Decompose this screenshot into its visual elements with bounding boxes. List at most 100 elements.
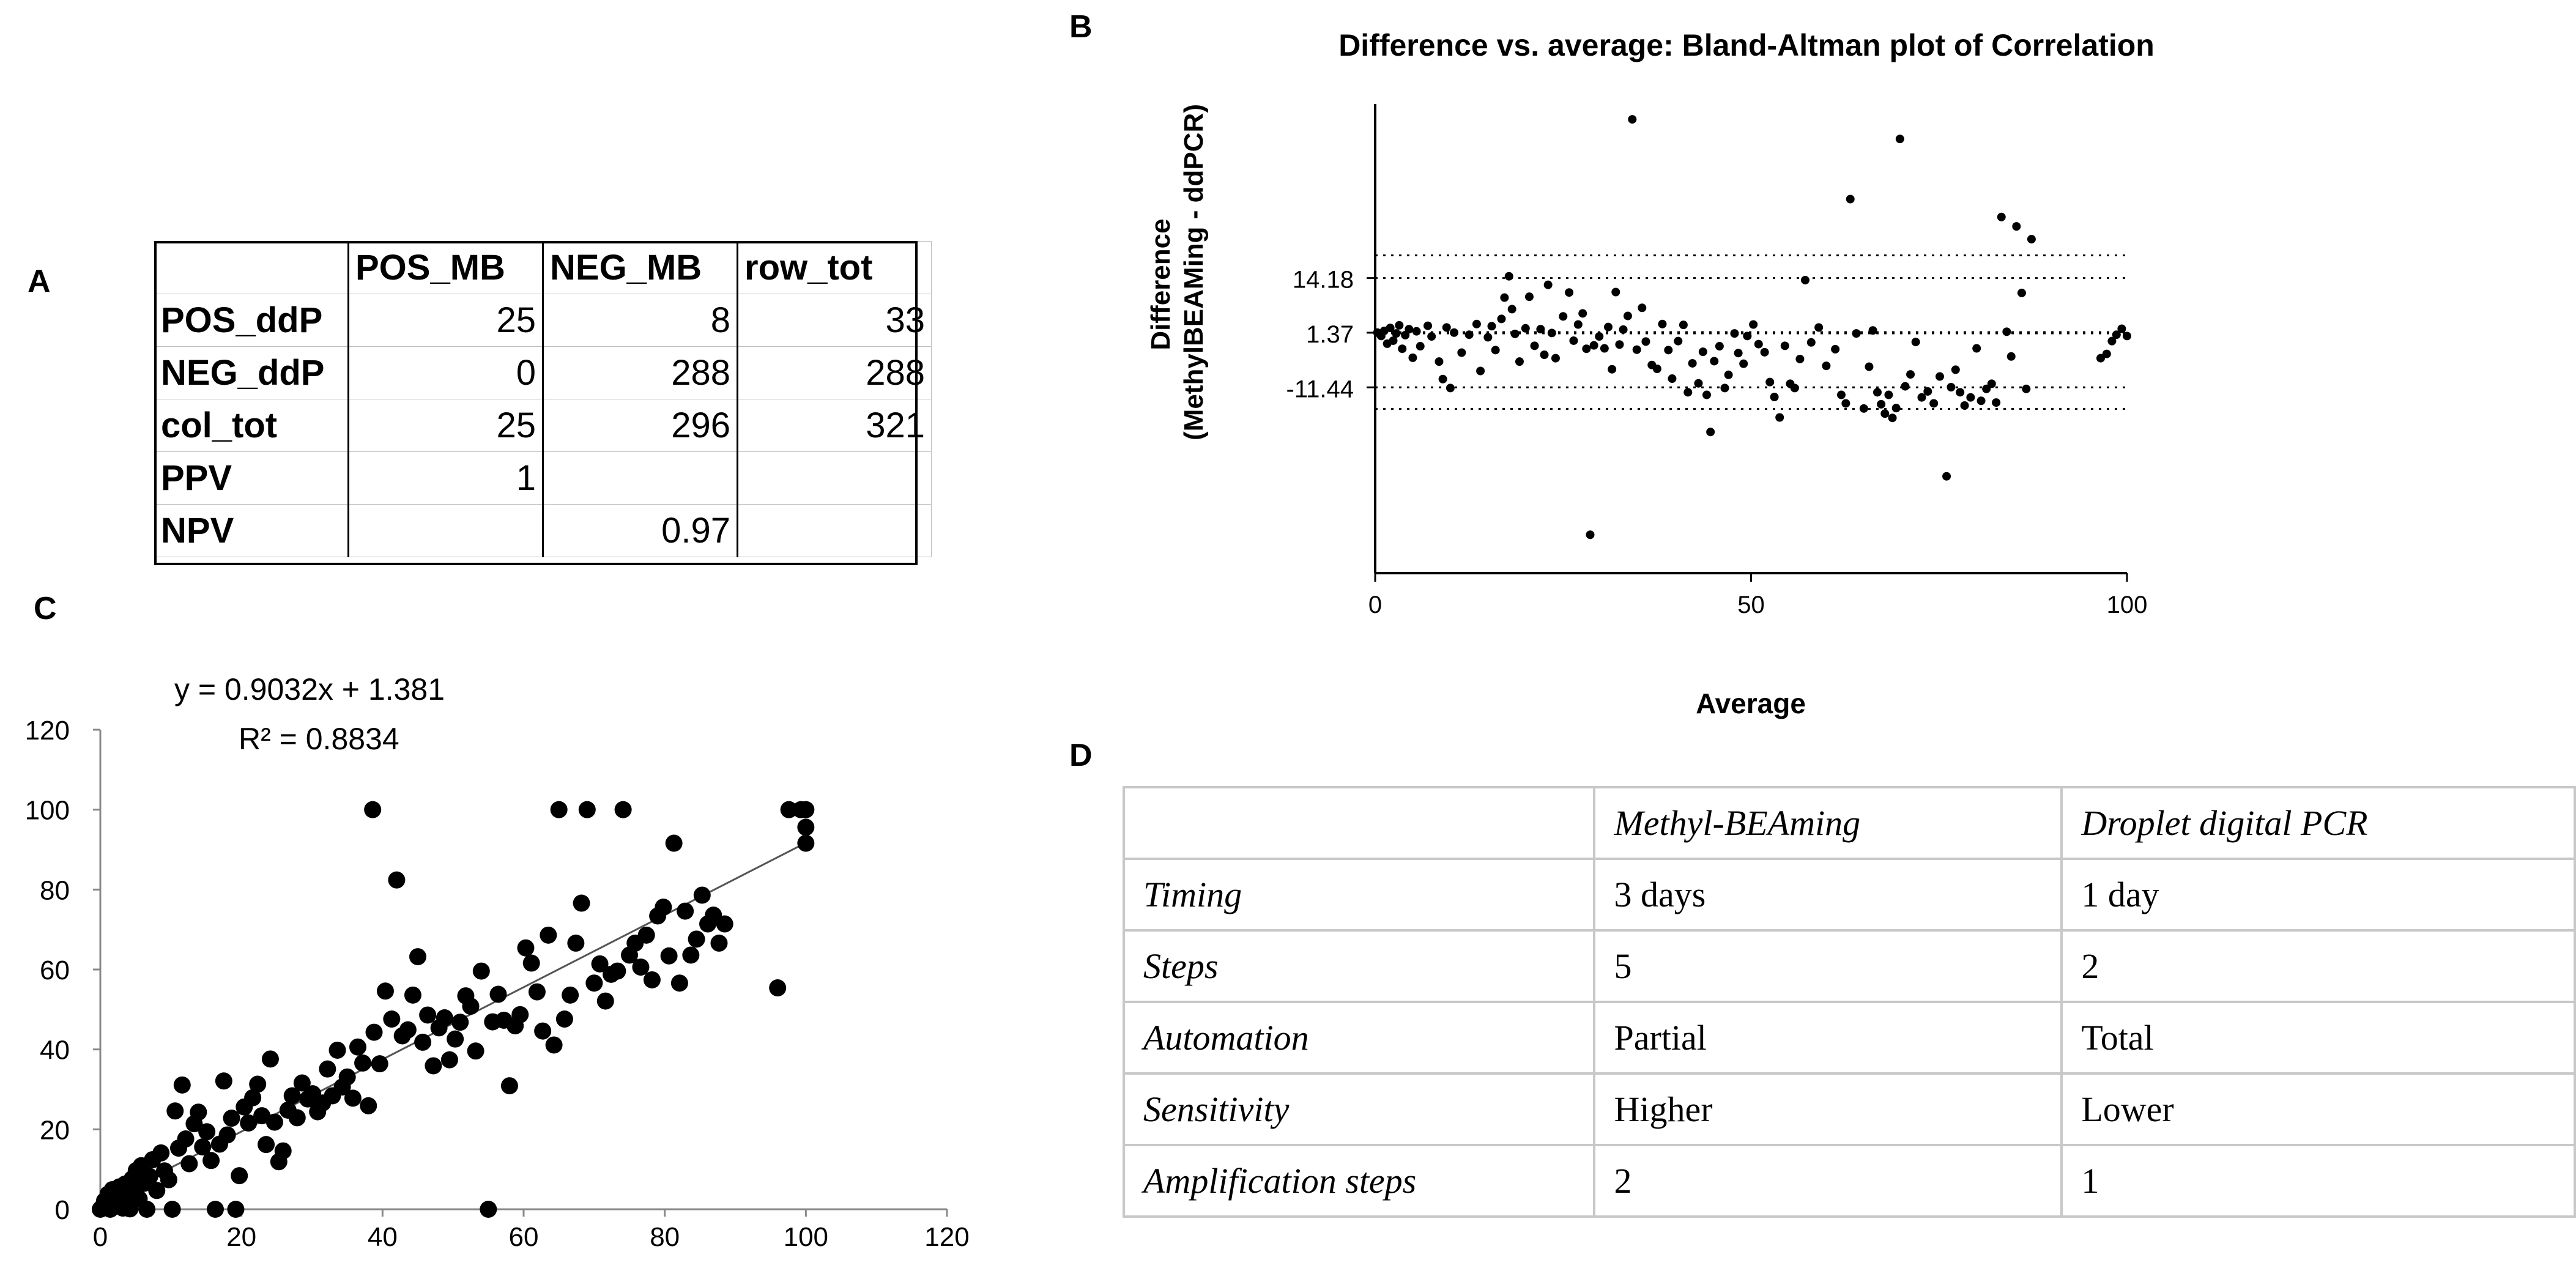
data-point [409, 948, 426, 966]
data-point [141, 1168, 158, 1185]
data-point [383, 1010, 401, 1028]
data-point [1578, 309, 1587, 318]
data-point [780, 801, 798, 818]
data-point [163, 1201, 181, 1218]
data-point [419, 1006, 437, 1024]
y-tick-label: 20 [40, 1115, 70, 1145]
x-tick-label: 50 [1737, 591, 1765, 618]
data-point [1814, 323, 1824, 332]
data-point [1438, 374, 1447, 384]
data-point [180, 1155, 198, 1173]
data-point [1510, 329, 1520, 338]
table-header-cell: Methyl-BEAming [1593, 786, 2063, 860]
x-tick-label: 0 [93, 1222, 108, 1252]
data-point [1800, 275, 1810, 284]
table-row: Timing 3 days 1 day [1122, 858, 2576, 932]
data-point [414, 1033, 432, 1051]
x-tick-label: 80 [650, 1222, 680, 1252]
data-point [2022, 384, 2031, 393]
table-row: NEG_ddP 0 288 288 [154, 346, 932, 399]
table-header-cell: POS_MB [347, 241, 543, 294]
data-point [1658, 319, 1667, 328]
data-point [1743, 332, 1752, 341]
data-point [288, 1109, 306, 1127]
table-row: Automation Partial Total [1122, 1001, 2576, 1075]
data-point [797, 818, 815, 836]
data-point [2112, 330, 2121, 339]
data-point [462, 998, 480, 1015]
data-point [365, 1023, 383, 1041]
data-point [364, 801, 382, 818]
data-point [550, 801, 568, 818]
data-point [1446, 384, 1455, 393]
data-point [148, 1182, 166, 1199]
data-point [797, 834, 815, 852]
data-point [632, 958, 650, 976]
data-point [1491, 346, 1500, 355]
x-tick-label: 20 [226, 1222, 256, 1252]
data-point [2012, 222, 2021, 231]
table-cell: 5 [1593, 929, 2063, 1003]
data-point [338, 1068, 356, 1086]
data-point [1500, 293, 1509, 302]
data-point [1929, 399, 1939, 408]
data-point [1795, 354, 1805, 363]
table-row: col_tot 25 296 321 [154, 399, 932, 452]
data-point [1398, 344, 1407, 354]
data-point [198, 1123, 216, 1141]
data-point [1891, 404, 1901, 413]
data-point [1442, 323, 1451, 332]
data-point [404, 986, 421, 1004]
data-point [643, 971, 661, 988]
data-point [1706, 428, 1715, 437]
data-point [1977, 396, 1986, 406]
table-row: Amplification steps 2 1 [1122, 1144, 2576, 1218]
data-point [769, 979, 787, 997]
table-cell: Partial [1593, 1001, 2063, 1075]
data-point [1412, 327, 1421, 336]
data-point [555, 1010, 573, 1028]
data-point [1997, 212, 2006, 221]
data-point [2096, 354, 2105, 363]
table-cell: 1 day [2060, 858, 2576, 932]
table-cell: 25 [347, 294, 543, 347]
data-point [1966, 393, 1975, 402]
row-label: Automation [1122, 1001, 1596, 1075]
data-point [480, 1201, 497, 1218]
data-point [1416, 342, 1425, 351]
data-point [1551, 354, 1560, 363]
table-cell: 0 [347, 346, 543, 399]
data-point [258, 1136, 275, 1154]
data-point [274, 1142, 292, 1160]
table-row: Steps 5 2 [1122, 929, 2576, 1003]
data-point [194, 1138, 212, 1156]
data-point [596, 992, 614, 1010]
data-point [1901, 382, 1910, 391]
data-point [451, 1014, 469, 1031]
data-point [1730, 329, 1739, 338]
y-tick-label: 0 [55, 1195, 70, 1225]
data-point [1935, 372, 1944, 381]
x-tick-label: 120 [924, 1222, 969, 1252]
x-tick-label: 100 [2107, 591, 2148, 618]
data-point [1623, 311, 1632, 321]
data-point [500, 1077, 518, 1095]
data-point [1408, 353, 1417, 362]
data-point [265, 1113, 283, 1131]
data-point [1956, 388, 1965, 397]
data-point [202, 1152, 220, 1170]
data-point [511, 1006, 529, 1023]
data-point [1611, 287, 1620, 297]
data-point [152, 1144, 170, 1162]
data-point [716, 915, 733, 933]
chart-b-xlabel: Average [1696, 688, 1806, 719]
data-point [1435, 357, 1444, 366]
data-point [344, 1089, 362, 1107]
data-point [1595, 332, 1604, 341]
data-point [693, 886, 711, 904]
data-point [1836, 390, 1846, 399]
data-point [1586, 530, 1595, 539]
data-point [609, 962, 626, 980]
data-point [637, 926, 655, 944]
